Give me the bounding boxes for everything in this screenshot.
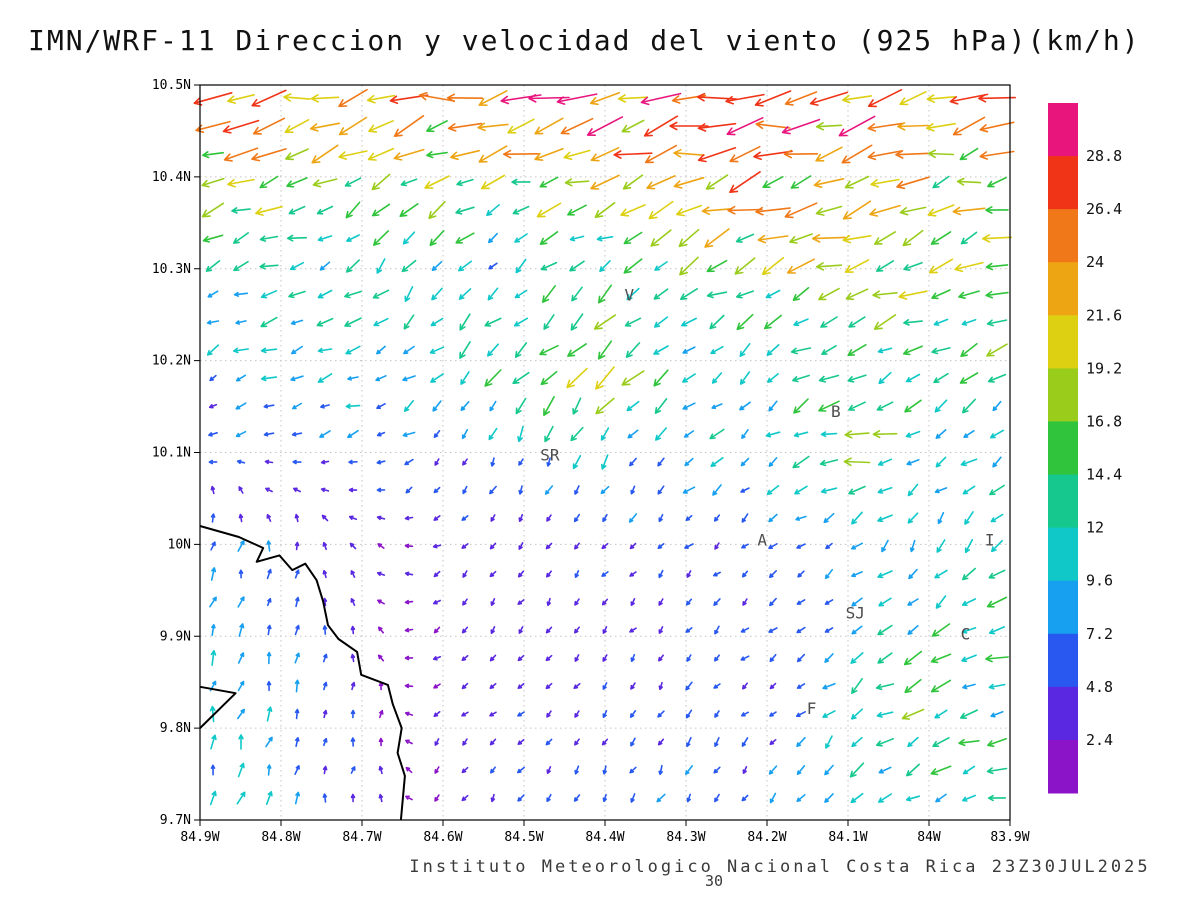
colorbar-segment [1048, 686, 1078, 741]
colorbar-label: 16.8 [1086, 413, 1122, 431]
y-tick-label: 10.3N [152, 262, 191, 277]
city-label-v: V [624, 285, 634, 304]
y-tick-label: 10N [168, 537, 191, 552]
x-tick-label: 84.2W [747, 830, 786, 845]
colorbar-segment [1048, 262, 1078, 316]
colorbar-segment [1048, 156, 1078, 210]
colorbar: 2.4 4.8 7.2 9.6 12 14.4 16.8 19.2 21.6 24 26.4 28.8 [1048, 103, 1122, 794]
wind-arrows [193, 88, 1016, 806]
colorbar-segment [1048, 633, 1078, 688]
city-labels: V B SR A I SJ C F [540, 285, 994, 717]
colorbar-label: 24 [1086, 253, 1104, 271]
colorbar-label: 12 [1086, 519, 1104, 537]
x-tick-label: 84.1W [828, 830, 867, 845]
colorbar-segment [1048, 368, 1078, 422]
y-tick-label: 10.1N [152, 446, 191, 461]
y-tick-label: 10.2N [152, 354, 191, 369]
x-tick-label: 84.9W [180, 830, 219, 845]
x-tick-label: 84.5W [504, 830, 543, 845]
colorbar-segment [1048, 739, 1078, 794]
footer-text: Instituto Meteorologico Nacional Costa R… [409, 857, 1151, 877]
x-tick-label: 83.9W [990, 830, 1029, 845]
city-label-c: C [961, 624, 971, 643]
colorbar-label: 9.6 [1086, 572, 1113, 590]
city-label-a: A [757, 531, 767, 550]
x-tick-label: 84W [917, 830, 941, 845]
x-tick-label: 84.3W [666, 830, 705, 845]
x-tick-label: 84.7W [342, 830, 381, 845]
y-tick-label: 9.8N [160, 721, 191, 736]
frame-number-label: 30 [704, 872, 724, 890]
x-tick-label: 84.8W [261, 830, 300, 845]
y-tick-label: 9.7N [160, 813, 191, 828]
city-label-f: F [807, 699, 817, 718]
colorbar-segment [1048, 580, 1078, 635]
axes: 84.9W 84.8W 84.7W 84.6W 84.5W 84.4W 84.3W 84.2W… [152, 78, 1030, 845]
y-tick-label: 10.5N [152, 78, 191, 93]
x-tick-label: 84.4W [585, 830, 624, 845]
coastline [199, 525, 406, 821]
colorbar-label: 4.8 [1086, 678, 1113, 696]
colorbar-label: 26.4 [1086, 200, 1122, 218]
colorbar-segment [1048, 474, 1078, 529]
colorbar-segment [1048, 421, 1078, 476]
colorbar-segment [1048, 315, 1078, 369]
colorbar-segment [1048, 209, 1078, 263]
colorbar-segment [1048, 527, 1078, 582]
gridlines [200, 85, 1010, 820]
city-label-i: I [985, 531, 995, 550]
x-tick-label: 84.6W [423, 830, 462, 845]
colorbar-label: 7.2 [1086, 625, 1113, 643]
colorbar-label: 19.2 [1086, 359, 1122, 377]
city-label-b: B [831, 402, 841, 421]
city-label-sr: SR [540, 445, 560, 464]
y-tick-label: 10.4N [152, 170, 191, 185]
chart-title: IMN/WRF-11 Direccion y velocidad del vie… [28, 24, 1141, 57]
colorbar-label: 14.4 [1086, 466, 1122, 484]
colorbar-label: 2.4 [1086, 731, 1113, 749]
y-tick-label: 9.9N [160, 629, 191, 644]
colorbar-label: 28.8 [1086, 147, 1122, 165]
colorbar-segment [1048, 103, 1078, 157]
city-label-sj: SJ [846, 603, 865, 622]
colorbar-label: 21.6 [1086, 306, 1122, 324]
